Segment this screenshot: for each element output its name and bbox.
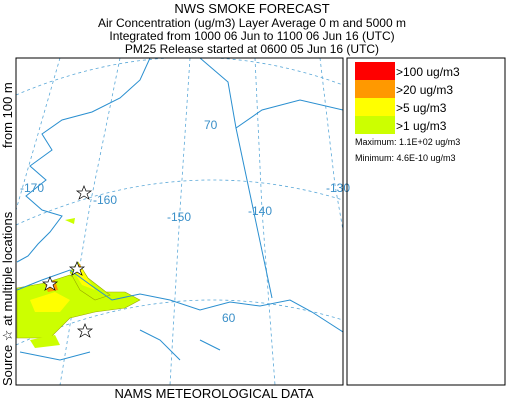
graticule-label: -140 (248, 204, 272, 218)
map-frame (15, 57, 344, 386)
footer: NAMS METEOROLOGICAL DATA (114, 386, 313, 401)
height-label: from 100 m (0, 82, 15, 148)
legend-swatch (355, 116, 395, 134)
legend-swatch (355, 98, 395, 116)
maximum: Maximum: 1.1E+02 ug/m3 (355, 137, 460, 147)
legend-label: >20 ug/m3 (396, 83, 453, 97)
graticule-label: -130 (326, 181, 350, 195)
subtitle: PM25 Release started at 0600 05 Jun 16 (… (125, 42, 379, 56)
legend-swatch (355, 80, 395, 98)
legend-label: >5 ug/m3 (396, 101, 447, 115)
legend-label: >100 ug/m3 (396, 65, 460, 79)
graticule-label: -150 (167, 210, 191, 224)
title: NWS SMOKE FORECAST (174, 1, 329, 16)
subtitle: Integrated from 1000 06 Jun to 1100 06 J… (109, 29, 394, 43)
legend-frame (346, 57, 506, 386)
subtitle: Air Concentration (ug/m3) Layer Average … (98, 16, 406, 30)
minimum: Minimum: 4.6E-10 ug/m3 (355, 153, 456, 163)
graticule-label: -170 (20, 181, 44, 195)
legend: Maximum: 1.1E+02 ug/m3 Minimum: 4.6E-10 … (346, 57, 506, 386)
graticule-label: 70 (204, 118, 218, 132)
legend-swatch (355, 62, 395, 80)
map (16, 58, 343, 385)
graticule-label: -160 (93, 193, 117, 207)
graticule-label: 60 (222, 311, 236, 325)
legend-label: >1 ug/m3 (396, 119, 447, 133)
source-label: Source ☆ at multiple locations (0, 211, 15, 386)
